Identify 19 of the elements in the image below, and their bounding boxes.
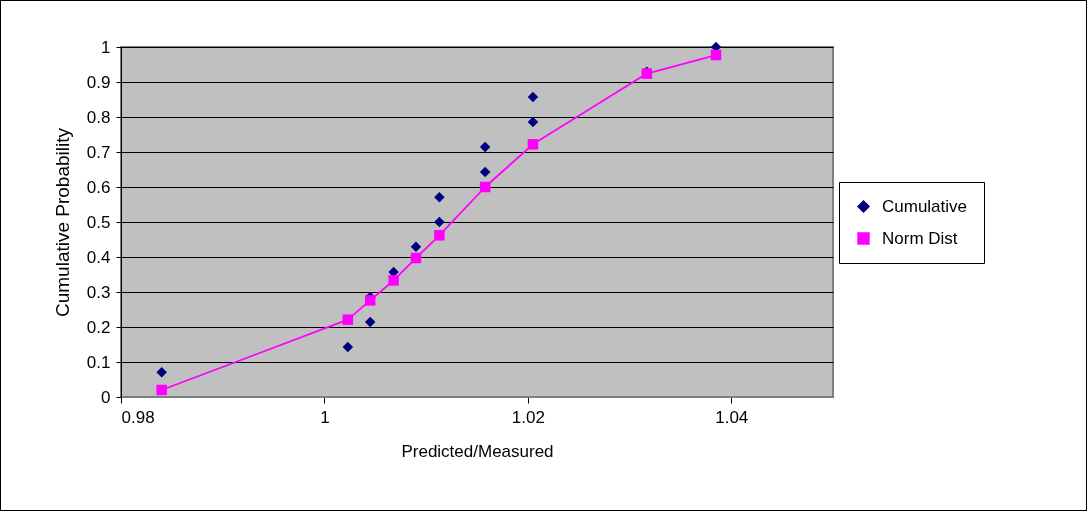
legend-label: Cumulative <box>882 196 968 216</box>
y-axis-title: Cumulative Probability <box>51 127 73 318</box>
x-tick-label: 1.02 <box>511 407 545 427</box>
y-tick-label: 0.3 <box>86 282 111 302</box>
y-tick-label: 0.7 <box>86 142 111 162</box>
y-tick-label: 1 <box>101 37 111 57</box>
y-tick-label: 0.5 <box>86 212 111 232</box>
y-tick-label: 0.1 <box>86 352 111 372</box>
x-axis-title: Predicted/Measured <box>401 441 554 461</box>
x-tick-label: 0.98 <box>121 407 155 427</box>
x-tick-label: 1 <box>320 407 330 427</box>
y-tick-label: 0.8 <box>86 107 111 127</box>
legend-label: Norm Dist <box>882 228 958 248</box>
y-tick-label: 0 <box>101 387 111 407</box>
x-tick-label: 1.04 <box>715 407 749 427</box>
y-tick-label: 0.4 <box>86 247 111 267</box>
y-tick-label: 0.2 <box>86 317 111 337</box>
y-tick-label: 0.6 <box>86 177 111 197</box>
y-tick-label: 0.9 <box>86 72 111 92</box>
